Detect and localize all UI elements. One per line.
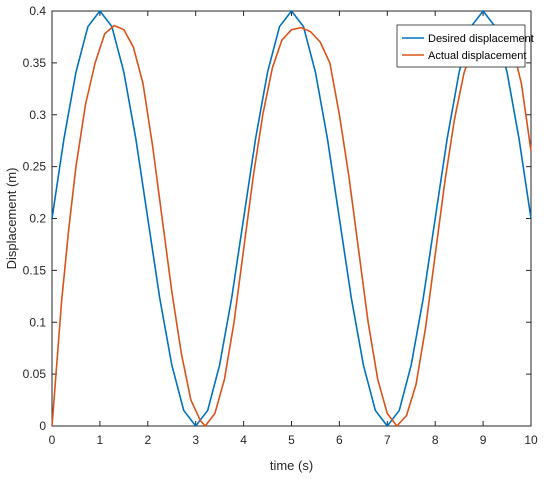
y-tick-label: 0.3: [29, 108, 46, 122]
y-axis-title: Displacement (m): [4, 168, 19, 270]
y-tick-label: 0: [39, 419, 46, 433]
x-tick-label: 3: [192, 433, 199, 447]
y-tick-label: 0.35: [23, 56, 47, 70]
series-line-actual: [51, 24, 532, 427]
x-tick-label: 9: [480, 433, 487, 447]
y-tick-label: 0.05: [23, 367, 47, 381]
x-tick-label: 6: [336, 433, 343, 447]
x-tick-label: 0: [49, 433, 56, 447]
y-axis: 0 0.05 0.1 0.15 0.2 0.25 0.3 0.35 0.4: [23, 4, 531, 433]
y-tick-label: 0.25: [23, 160, 47, 174]
x-tick-label: 8: [432, 433, 439, 447]
legend: Desired displacement Actual displacement: [396, 24, 534, 68]
x-tick-label: 10: [524, 433, 538, 447]
plot-area: [51, 10, 532, 427]
y-tick-label: 0.4: [29, 4, 46, 18]
x-tick-label: 1: [97, 433, 104, 447]
x-tick-label: 2: [144, 433, 151, 447]
legend-label: Desired displacement: [428, 33, 534, 45]
y-tick-label: 0.1: [29, 315, 46, 329]
legend-box: [396, 24, 526, 68]
x-axis: 0 1 2 3 4 5 6 7 8 9 10: [49, 11, 538, 447]
series-line-desired: [51, 10, 532, 427]
x-tick-label: 4: [240, 433, 247, 447]
y-tick-label: 0.15: [23, 263, 47, 277]
plot-frame: [51, 10, 532, 427]
x-tick-label: 5: [288, 433, 295, 447]
y-tick-label: 0.2: [29, 212, 46, 226]
x-axis-title: time (s): [270, 458, 313, 473]
legend-label: Actual displacement: [428, 50, 526, 62]
series-layer: [51, 10, 532, 427]
x-tick-label: 7: [384, 433, 391, 447]
